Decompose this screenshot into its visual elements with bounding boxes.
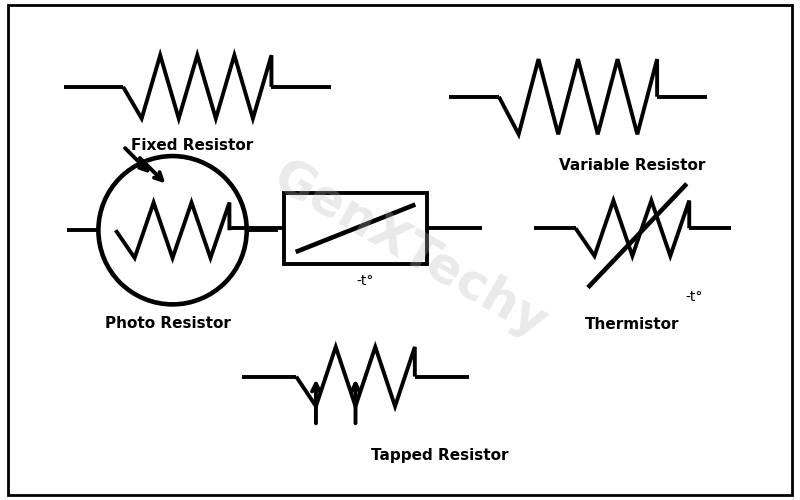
Text: -t°: -t° xyxy=(685,290,702,304)
Text: Thermistor: Thermistor xyxy=(585,317,680,332)
Bar xyxy=(284,192,427,264)
Text: GenXTechy: GenXTechy xyxy=(264,152,555,348)
Text: Tapped Resistor: Tapped Resistor xyxy=(371,448,508,463)
Text: Photo Resistor: Photo Resistor xyxy=(105,316,230,332)
Text: Variable Resistor: Variable Resistor xyxy=(559,158,706,173)
Text: -t°: -t° xyxy=(357,274,374,287)
Text: Fixed Resistor: Fixed Resistor xyxy=(131,138,254,154)
